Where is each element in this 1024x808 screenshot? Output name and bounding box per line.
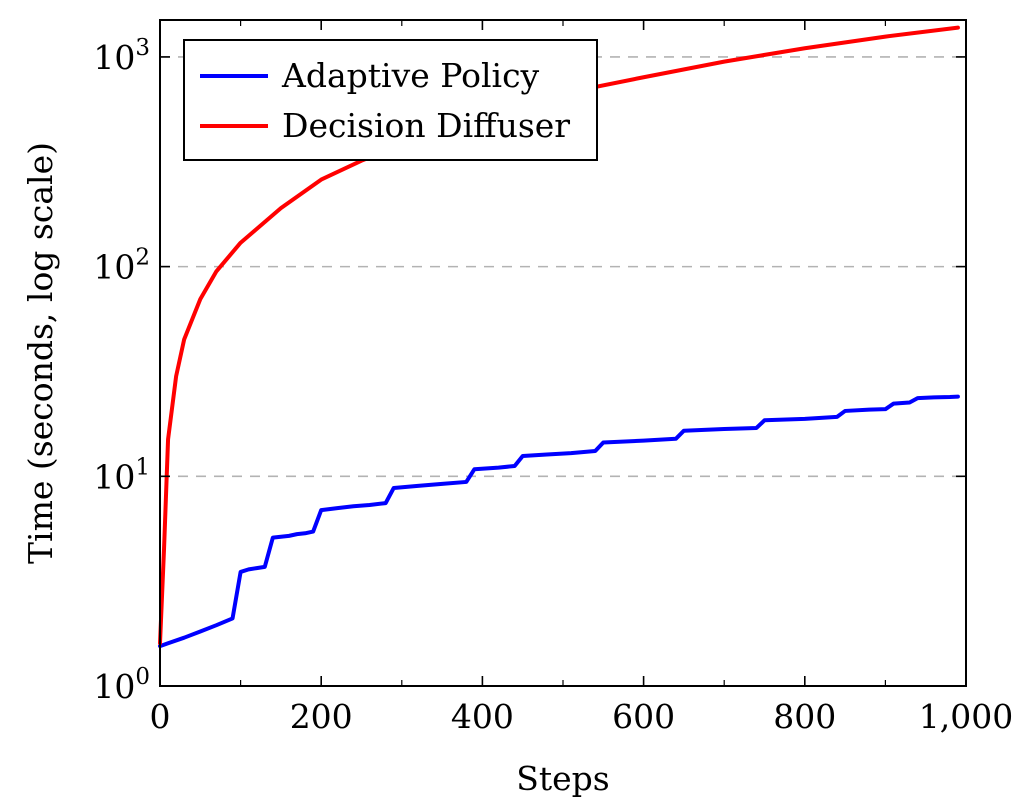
y-tick-label: 102 xyxy=(93,245,150,287)
x-tick-label: 800 xyxy=(773,697,836,736)
series-line-decision-diffuser xyxy=(158,25,960,646)
legend-box xyxy=(183,39,598,161)
y-tick-label: 103 xyxy=(93,35,150,77)
legend-label-decision-diffuser: Decision Diffuser xyxy=(282,106,570,145)
series-line-adaptive-policy xyxy=(158,394,960,649)
legend: Adaptive Policy Decision Diffuser xyxy=(183,39,598,161)
y-tick-labels: 100 101 102 103 xyxy=(93,35,150,706)
y-tick-label: 101 xyxy=(93,454,150,496)
x-tick-label: 0 xyxy=(150,697,171,736)
y-axis-title: Time (seconds, log scale) xyxy=(21,142,60,564)
x-tick-label: 600 xyxy=(612,697,675,736)
x-tick-label: 1,000 xyxy=(919,697,1013,736)
x-axis-title: Steps xyxy=(516,759,609,798)
series-lines xyxy=(158,25,960,649)
x-tick-label: 400 xyxy=(451,697,514,736)
x-tick-label: 200 xyxy=(290,697,353,736)
x-tick-labels: 0 200 400 600 800 1,000 xyxy=(150,697,1014,736)
legend-label-adaptive-policy: Adaptive Policy xyxy=(281,56,540,95)
y-tick-label: 100 xyxy=(93,664,150,706)
axis-ticks xyxy=(159,20,967,687)
